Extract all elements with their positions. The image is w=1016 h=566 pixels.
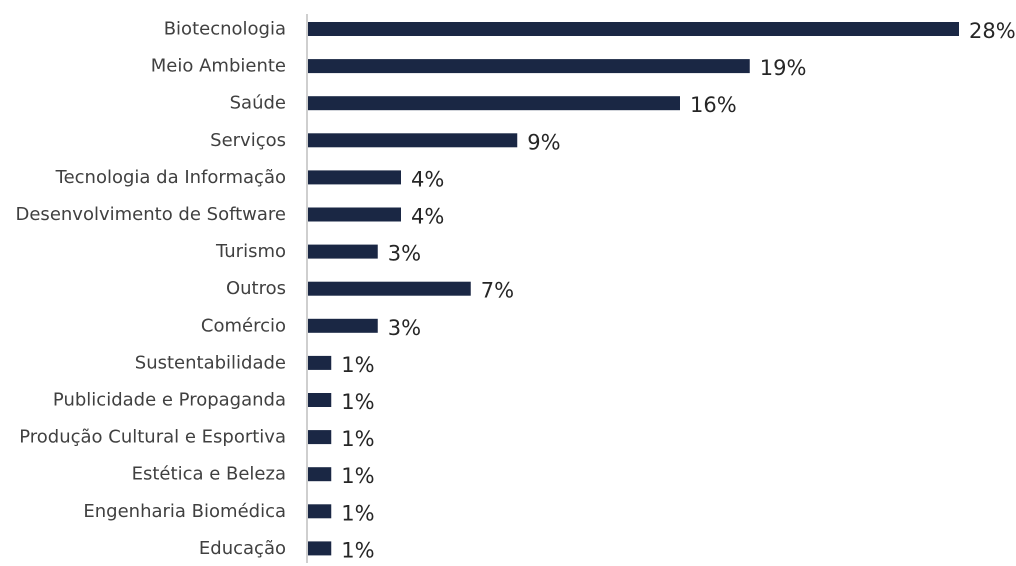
value-label-producao-cultural-e-esportiva: 1%	[341, 427, 374, 451]
category-label-biotecnologia: Biotecnologia	[164, 19, 286, 40]
bar-saude	[308, 96, 680, 111]
bars-group	[308, 22, 959, 556]
category-label-publicidade-e-propaganda: Publicidade e Propaganda	[53, 390, 286, 411]
category-label-estetica-e-beleza: Estética e Beleza	[132, 464, 286, 485]
category-label-educacao: Educação	[199, 538, 286, 559]
category-label-tecnologia-da-informacao: Tecnologia da Informação	[55, 167, 286, 188]
value-label-sustentabilidade: 1%	[341, 353, 374, 377]
bar-producao-cultural-e-esportiva	[308, 430, 332, 445]
bar-biotecnologia	[308, 22, 959, 36]
value-label-biotecnologia: 28%	[969, 19, 1016, 43]
bar-engenharia-biomedica	[308, 504, 332, 519]
value-label-educacao: 1%	[341, 538, 374, 562]
bar-comercio	[308, 318, 378, 333]
category-label-outros: Outros	[226, 278, 286, 299]
bar-desenvolvimento-de-software	[308, 207, 401, 222]
category-label-desenvolvimento-de-software: Desenvolvimento de Software	[16, 204, 287, 225]
value-label-publicidade-e-propaganda: 1%	[341, 390, 374, 414]
category-label-servicos: Serviços	[210, 130, 286, 151]
value-label-desenvolvimento-de-software: 4%	[411, 205, 444, 229]
value-label-outros: 7%	[481, 279, 514, 303]
value-label-saude: 16%	[690, 93, 737, 117]
bar-educacao	[308, 541, 332, 556]
value-label-estetica-e-beleza: 1%	[341, 464, 374, 488]
category-label-engenharia-biomedica: Engenharia Biomédica	[83, 501, 286, 522]
category-label-comercio: Comércio	[201, 315, 286, 336]
category-labels-group: Biotecnologia Meio Ambiente Saúde Serviços T…	[16, 19, 287, 559]
category-label-producao-cultural-e-esportiva: Produção Cultural e Esportiva	[19, 427, 286, 448]
value-label-engenharia-biomedica: 1%	[341, 501, 374, 525]
bar-sustentabilidade	[308, 355, 332, 370]
bar-publicidade-e-propaganda	[308, 393, 332, 407]
value-label-servicos: 9%	[527, 130, 560, 154]
bar-estetica-e-beleza	[308, 467, 332, 482]
category-label-sustentabilidade: Sustentabilidade	[135, 352, 286, 373]
category-label-saude: Saúde	[230, 93, 286, 114]
bar-meio-ambiente	[308, 59, 750, 74]
bar-outros	[308, 281, 471, 296]
value-label-comercio: 3%	[388, 316, 421, 340]
category-label-turismo: Turismo	[215, 241, 286, 262]
value-labels-group: 28% 19% 16% 9% 4% 4% 3% 7% 3% 1% 1% 1% 1% 1% 1%	[341, 19, 1015, 562]
value-label-turismo: 3%	[388, 242, 421, 266]
bar-servicos	[308, 133, 518, 148]
category-label-meio-ambiente: Meio Ambiente	[151, 56, 286, 77]
bar-turismo	[308, 244, 378, 259]
bar-tecnologia-da-informacao	[308, 170, 401, 185]
value-label-meio-ambiente: 19%	[760, 56, 807, 80]
value-label-tecnologia-da-informacao: 4%	[411, 167, 444, 191]
